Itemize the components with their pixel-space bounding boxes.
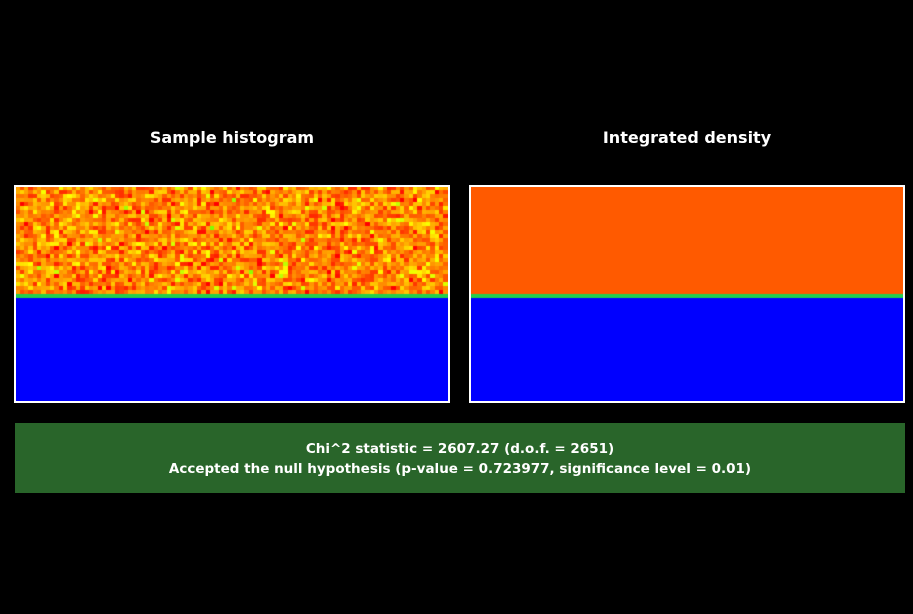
integrated-density-title: Integrated density — [602, 128, 772, 147]
sample-histogram-canvas — [16, 187, 448, 401]
sample-histogram-title: Sample histogram — [149, 128, 315, 147]
integrated-density-heatmap — [469, 185, 905, 403]
test-result-box: Chi^2 statistic = 2607.27 (d.o.f. = 2651… — [15, 423, 905, 493]
integrated-density-canvas — [471, 187, 903, 401]
hypothesis-result-text: Accepted the null hypothesis (p-value = … — [168, 461, 752, 477]
sample-histogram-heatmap — [14, 185, 450, 403]
chi-square-statistic-text: Chi^2 statistic = 2607.27 (d.o.f. = 2651… — [305, 441, 615, 457]
